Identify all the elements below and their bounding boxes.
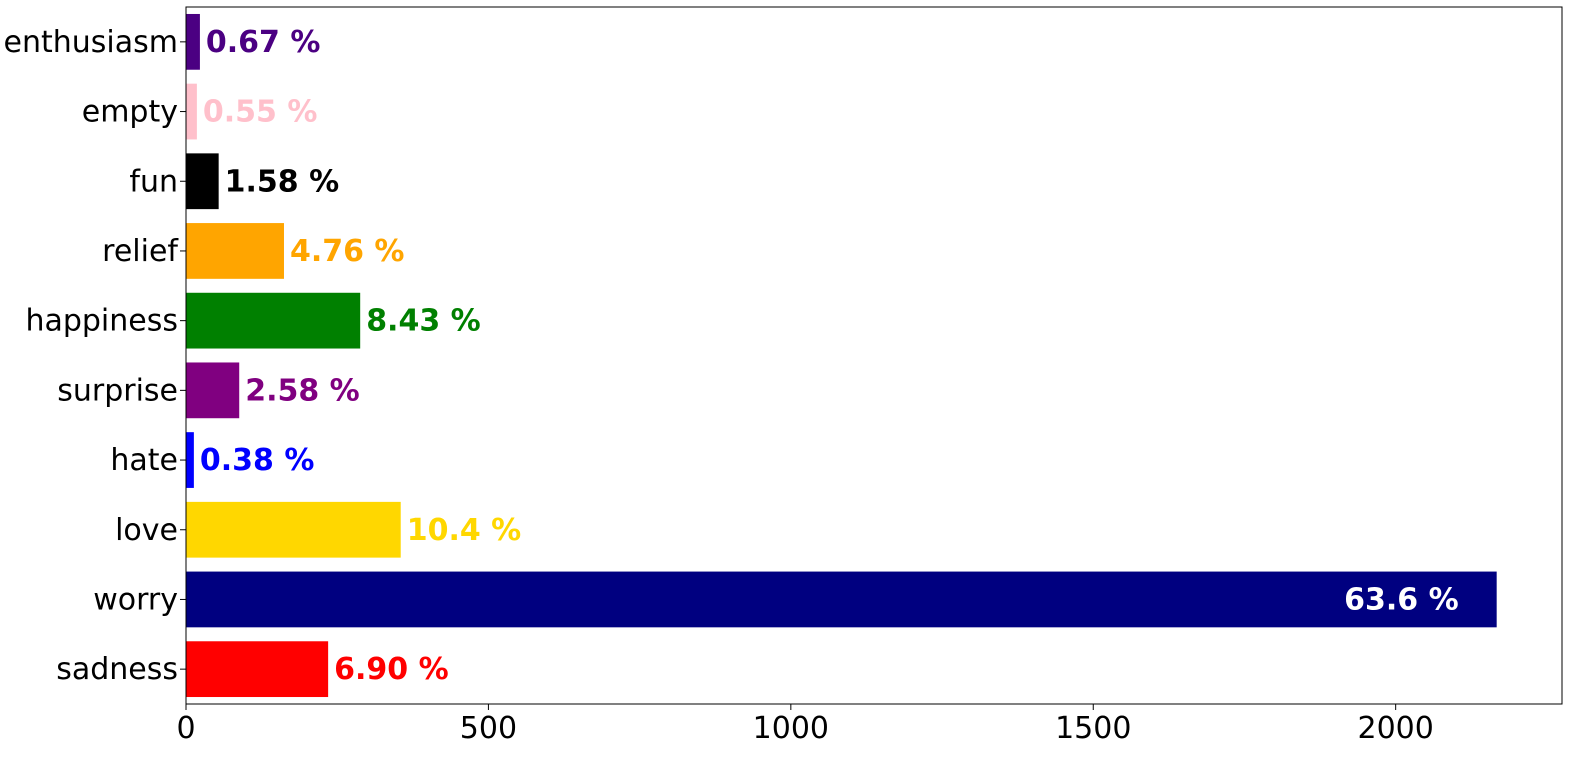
bar-surprise: [186, 362, 240, 419]
bar-fun: [186, 153, 219, 210]
bar-value-label-happiness: 8.43 %: [366, 304, 481, 339]
bar-worry: [186, 571, 1497, 628]
y-tick-label-relief: relief: [102, 234, 179, 269]
y-tick-label-surprise: surprise: [57, 373, 178, 408]
bar-empty: [186, 83, 197, 140]
bar-labels-group: 6.90 % 63.6 % 10.4 % 0.38 % 2.58 %8.43 % 4.76…: [200, 25, 1459, 687]
bars-group: [186, 13, 1497, 698]
x-tick-label-1000: 1000: [753, 711, 829, 746]
bar-hate: [186, 432, 194, 488]
bar-value-label-enthusiasm: 0.67 %: [206, 25, 321, 60]
bar-love: [186, 501, 401, 558]
x-tick-label-0: 0: [176, 711, 195, 746]
bar-enthusiasm: [186, 13, 200, 70]
y-tick-label-love: love: [115, 513, 178, 548]
bar-happiness: [186, 292, 361, 349]
plot-frame: [185, 6, 1563, 705]
bar-value-label-fun: 1.58 %: [225, 164, 340, 199]
bar-sadness: [186, 641, 329, 698]
bar-value-label-worry: 63.6 %: [1344, 582, 1459, 617]
x-tick-label-500: 500: [460, 711, 517, 746]
bar-value-label-relief: 4.76 %: [290, 234, 405, 269]
y-tick-label-hate: hate: [110, 443, 178, 478]
bar-value-label-sadness: 6.90 %: [334, 652, 449, 687]
y-tick-label-happiness: happiness: [25, 304, 178, 339]
x-tick-label-2000: 2000: [1357, 711, 1433, 746]
y-tick-label-worry: worry: [93, 582, 178, 617]
bar-relief: [186, 223, 284, 279]
y-axis: sadness worry love hate surprise happiness rel…: [4, 25, 186, 687]
y-tick-label-fun: fun: [129, 164, 178, 199]
bar-value-label-love: 10.4 %: [407, 513, 522, 548]
y-tick-label-enthusiasm: enthusiasm: [4, 25, 178, 60]
y-tick-label-sadness: sadness: [56, 652, 178, 687]
bar-value-label-empty: 0.55 %: [203, 95, 318, 130]
x-tick-label-1500: 1500: [1055, 711, 1131, 746]
y-tick-label-empty: empty: [82, 95, 178, 130]
x-axis: 0 500 1000 1500 2000: [176, 704, 1434, 746]
bar-value-label-surprise: 2.58 %: [245, 373, 360, 408]
bar-value-label-hate: 0.38 %: [200, 443, 315, 478]
